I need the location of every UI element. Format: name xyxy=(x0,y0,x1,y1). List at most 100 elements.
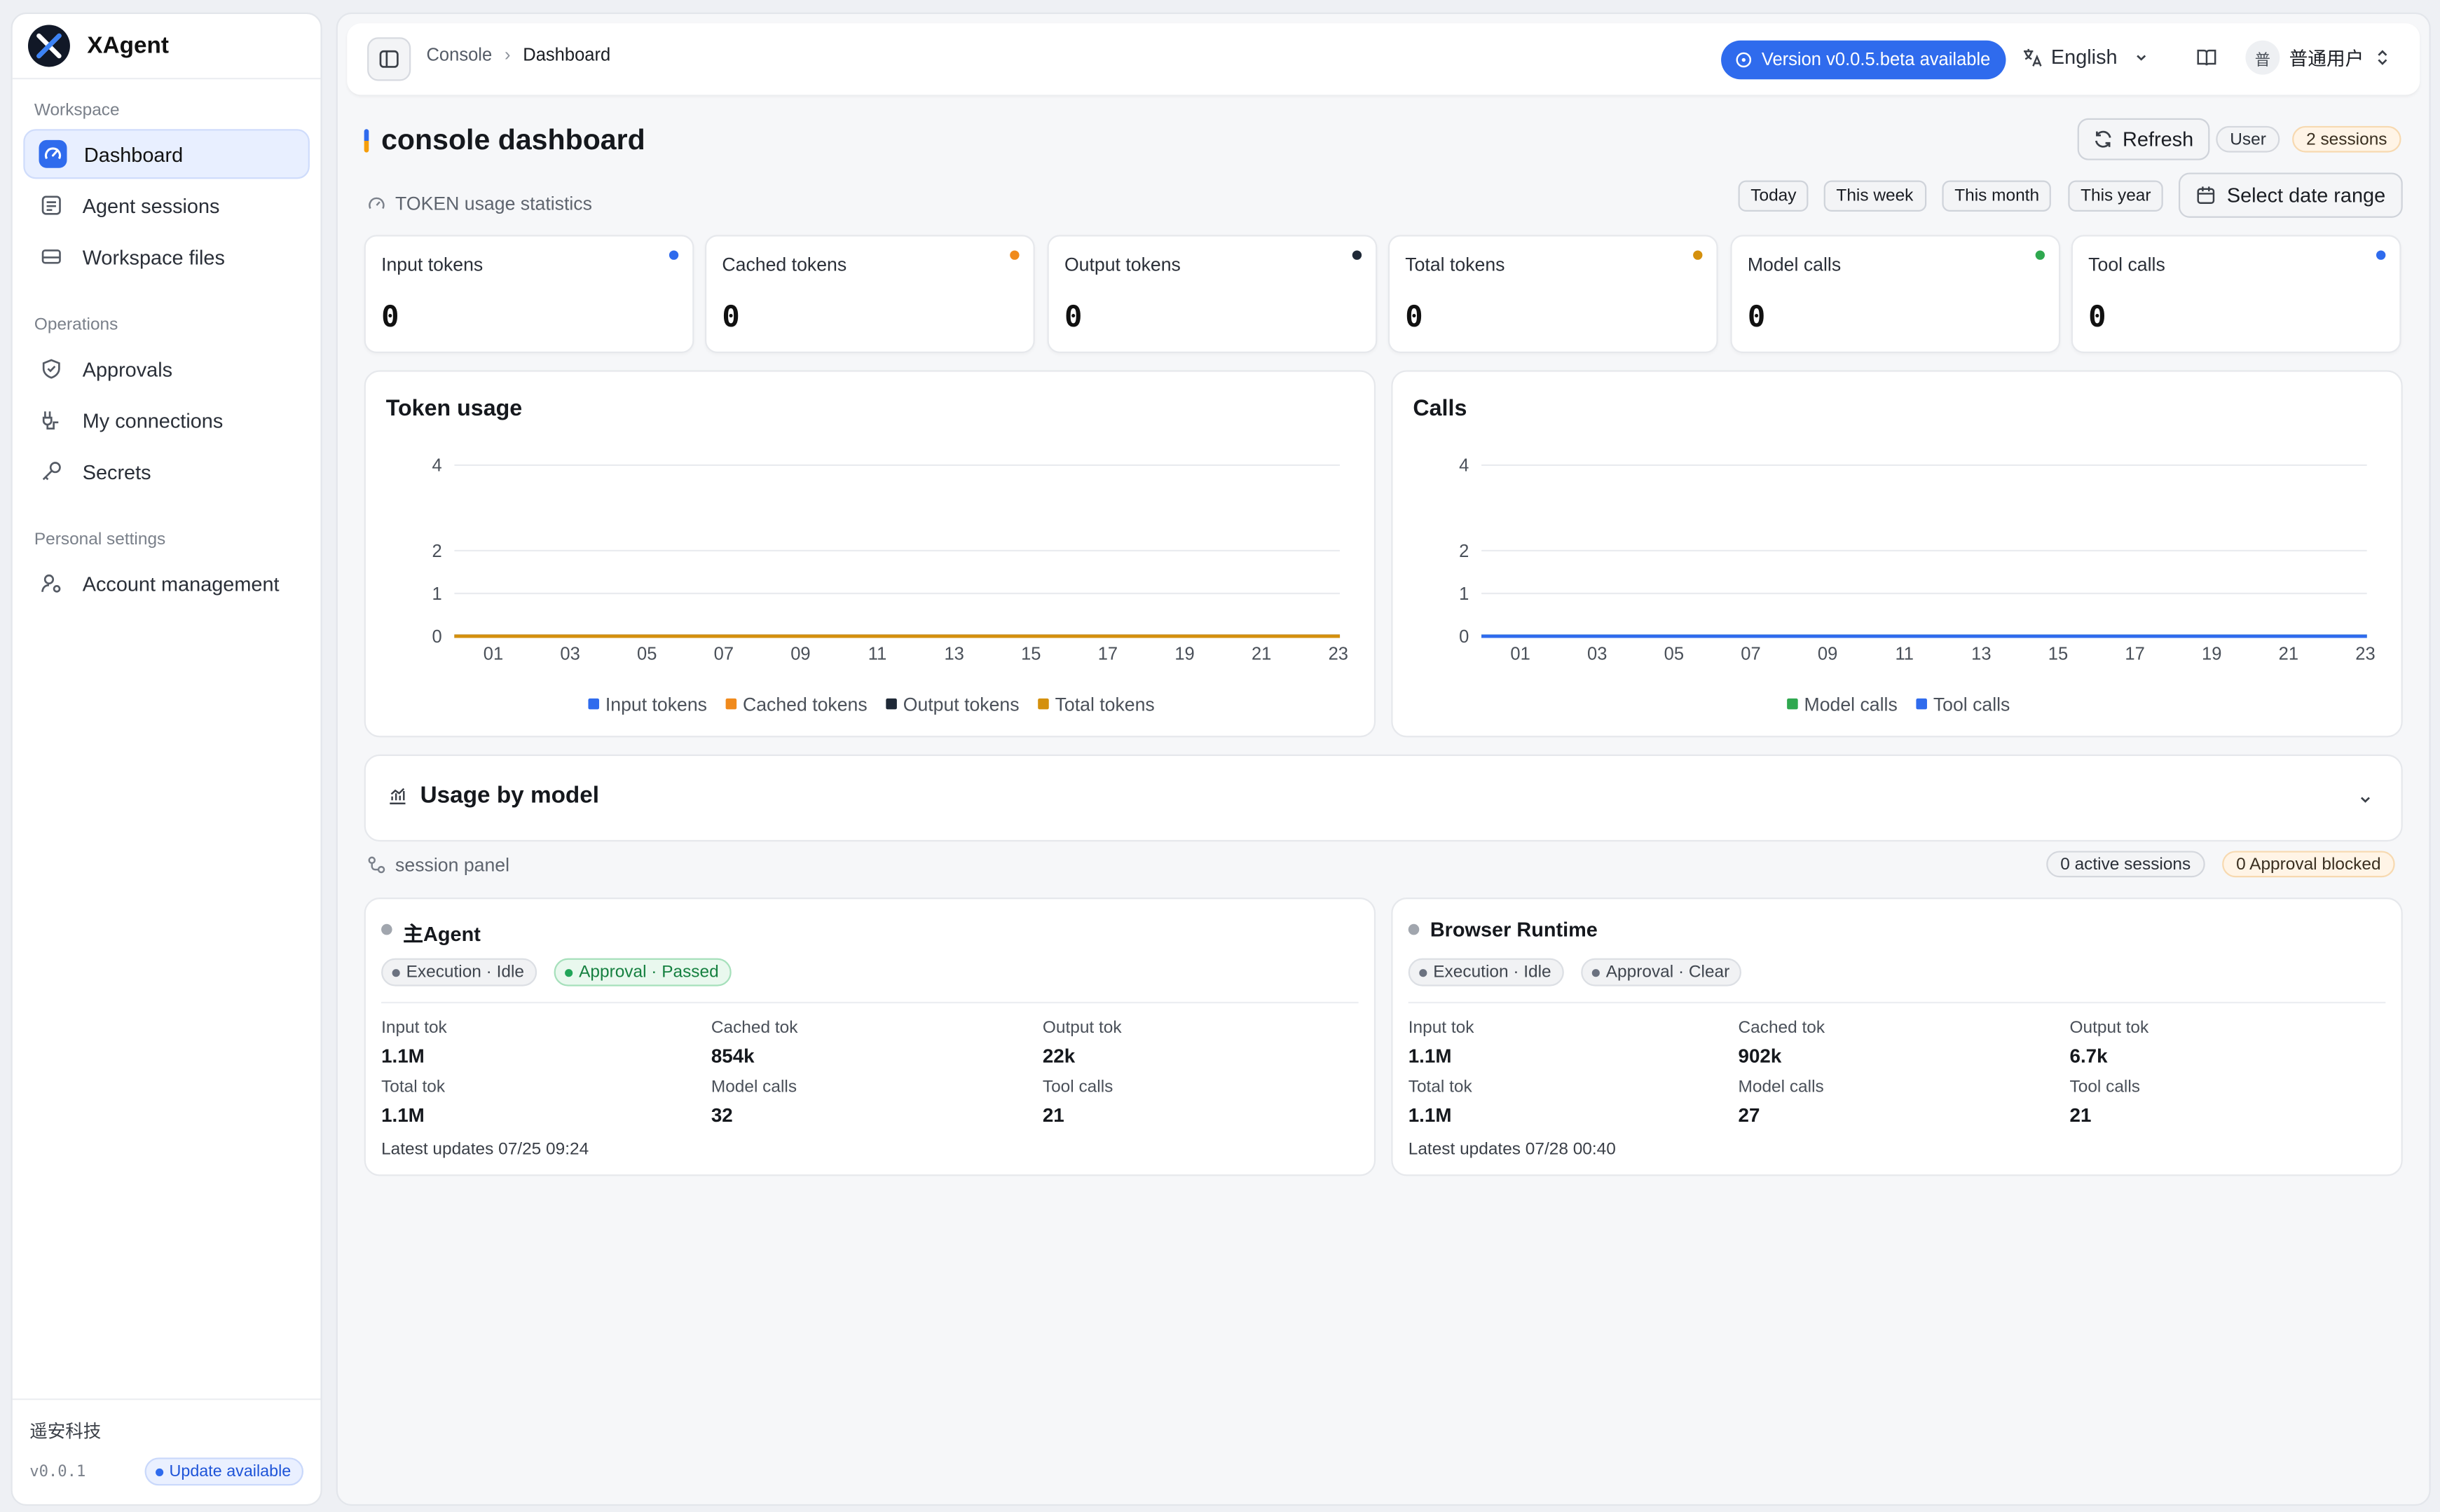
gauge-outline-icon xyxy=(369,197,385,209)
legend-label: Total tokens xyxy=(1055,694,1155,715)
calendar-icon xyxy=(2197,186,2215,204)
chart-title: Token usage xyxy=(385,397,523,422)
page-title: console dashboard xyxy=(381,123,645,156)
sidebar-footer: 遥安科技 v0.0.1 Update available xyxy=(12,1398,321,1504)
sidebar-item-agent-sessions[interactable]: Agent sessions xyxy=(23,181,310,231)
y-tick-label: 0 xyxy=(1459,627,1469,647)
brand[interactable]: XAgent xyxy=(12,14,321,80)
sidebar-item-secrets[interactable]: Secrets xyxy=(23,446,310,496)
session-card-browser-runtime[interactable]: Browser Runtime Execution · Idle Approva… xyxy=(1391,898,2403,1176)
sidebar-item-dashboard[interactable]: Dashboard xyxy=(23,129,310,179)
stat-card-output-tokens: Output tokens 0 xyxy=(1047,235,1378,353)
execution-tag: Execution · Idle xyxy=(1408,958,1564,987)
gauge-icon xyxy=(39,139,67,168)
stats-heading: TOKEN usage statistics xyxy=(367,193,592,214)
usage-by-model-title: Usage by model xyxy=(420,782,600,809)
update-available-badge[interactable]: Update available xyxy=(144,1457,304,1486)
usage-by-model-section[interactable]: Usage by model xyxy=(364,754,2403,842)
y-tick-label: 4 xyxy=(432,456,441,476)
latest-update: Latest updates 07/28 00:40 xyxy=(1408,1140,1616,1160)
range-today-button[interactable]: Today xyxy=(1738,180,1809,212)
range-year-button[interactable]: This year xyxy=(2068,180,2164,212)
user-menu[interactable]: 普 普通用户 xyxy=(2245,40,2390,75)
nav-group-label: Personal settings xyxy=(34,530,166,549)
metric-total-tok: Total tok 1.1M xyxy=(381,1078,446,1127)
legend-label: Cached tokens xyxy=(743,694,868,715)
role-badge: User xyxy=(2216,125,2280,153)
sidebar-item-my-connections[interactable]: My connections xyxy=(23,395,310,445)
breadcrumb-console[interactable]: Console xyxy=(426,46,493,66)
version-pill-label: Version v0.0.5.beta available xyxy=(1761,50,1991,69)
page-header: console dashboard xyxy=(364,123,645,157)
chart-bars-icon xyxy=(390,788,406,804)
date-range-label: Select date range xyxy=(2226,183,2386,207)
refresh-label: Refresh xyxy=(2123,128,2194,151)
stat-label: Cached tokens xyxy=(722,253,847,275)
sidebar-item-workspace-files[interactable]: Workspace files xyxy=(23,232,310,282)
user-gear-icon xyxy=(37,570,65,598)
session-status-dot xyxy=(381,923,392,935)
version-available-button[interactable]: Version v0.0.5.beta available xyxy=(1721,40,2006,80)
sidebar-toggle-button[interactable] xyxy=(367,37,411,81)
language-label: English xyxy=(2050,45,2118,69)
approval-tag: Approval · Clear xyxy=(1581,958,1743,987)
sidebar-item-label: Dashboard xyxy=(83,142,184,166)
metric-model-calls: Model calls 32 xyxy=(711,1078,797,1127)
stat-label: Input tokens xyxy=(381,253,484,275)
x-tick-label: 11 xyxy=(1895,644,1914,664)
stat-color-dot xyxy=(2376,250,2386,260)
execution-tag-label: Execution · Idle xyxy=(406,963,524,982)
legend-swatch xyxy=(588,698,599,710)
sidebar-item-approvals[interactable]: Approvals xyxy=(23,344,310,394)
legend-swatch xyxy=(725,698,737,710)
x-tick-label: 03 xyxy=(1587,644,1607,664)
date-range-button[interactable]: Select date range xyxy=(2178,172,2403,218)
avatar: 普 xyxy=(2245,40,2280,75)
metric-tool-calls: Tool calls 21 xyxy=(1042,1078,1113,1127)
x-tick-label: 21 xyxy=(2279,644,2298,664)
session-name: Browser Runtime xyxy=(1430,917,1598,942)
approval-tag-label: Approval · Clear xyxy=(1605,963,1730,982)
sidebar: XAgent Workspace Dashboard Agent session… xyxy=(11,12,322,1506)
approval-tag: Approval · Passed xyxy=(554,958,732,987)
stat-label: Tool calls xyxy=(2088,253,2165,275)
breadcrumb-current: Dashboard xyxy=(523,46,611,66)
chevron-down-icon xyxy=(2136,54,2146,60)
drive-icon xyxy=(37,242,65,270)
legend-swatch xyxy=(886,698,897,710)
docs-book-icon[interactable] xyxy=(2195,47,2217,76)
range-month-button[interactable]: This month xyxy=(1942,180,2052,212)
x-tick-label: 17 xyxy=(1098,644,1118,664)
legend-swatch xyxy=(1038,698,1049,710)
chart-legend: Model calls Tool calls xyxy=(1787,694,2010,715)
x-tick-label: 19 xyxy=(2202,644,2221,664)
y-tick-label: 1 xyxy=(1459,584,1469,604)
x-tick-label: 01 xyxy=(1510,644,1530,664)
x-tick-label: 05 xyxy=(1664,644,1684,664)
session-card-main-agent[interactable]: 主Agent Execution · Idle Approval · Passe… xyxy=(364,898,1376,1176)
info-circle-icon xyxy=(1736,52,1752,68)
x-tick-label: 19 xyxy=(1174,644,1194,664)
sidebar-item-account-management[interactable]: Account management xyxy=(23,558,310,608)
range-week-button[interactable]: This week xyxy=(1823,180,1926,212)
x-tick-label: 07 xyxy=(714,644,734,664)
x-tick-label: 07 xyxy=(1741,644,1760,664)
stat-card-model-calls: Model calls 0 xyxy=(1730,235,2061,353)
stat-card-tool-calls: Tool calls 0 xyxy=(2071,235,2401,353)
app-name: XAgent xyxy=(87,32,169,60)
x-tick-label: 17 xyxy=(2125,644,2144,664)
chevrons-up-down-icon xyxy=(2378,50,2387,65)
metric-input-tok: Input tok 1.1M xyxy=(381,1019,447,1068)
nav-group-label: Operations xyxy=(34,315,118,335)
approval-tag-label: Approval · Passed xyxy=(579,963,719,982)
main-panel: Console › Dashboard Version v0.0.5.beta … xyxy=(336,12,2431,1506)
x-tick-label: 03 xyxy=(560,644,580,664)
shield-check-icon xyxy=(37,355,65,383)
active-sessions-badge: 0 active sessions xyxy=(2046,851,2205,878)
refresh-button[interactable]: Refresh xyxy=(2077,118,2209,160)
language-select[interactable]: English xyxy=(2022,45,2148,69)
x-tick-label: 23 xyxy=(1329,644,1348,664)
metric-tool-calls: Tool calls 21 xyxy=(2069,1078,2141,1127)
chart-title: Calls xyxy=(1413,397,1467,422)
